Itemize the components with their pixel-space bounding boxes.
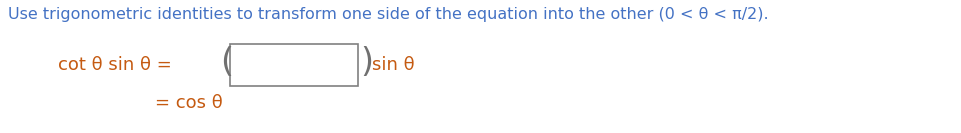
- Text: = cos θ: = cos θ: [155, 94, 223, 112]
- Text: ): ): [360, 45, 373, 78]
- Text: Use trigonometric identities to transform one side of the equation into the othe: Use trigonometric identities to transfor…: [8, 7, 769, 22]
- Text: cot θ sin θ =: cot θ sin θ =: [58, 56, 178, 74]
- Text: (: (: [220, 45, 233, 78]
- Text: sin θ: sin θ: [372, 56, 414, 74]
- Bar: [230, 44, 358, 86]
